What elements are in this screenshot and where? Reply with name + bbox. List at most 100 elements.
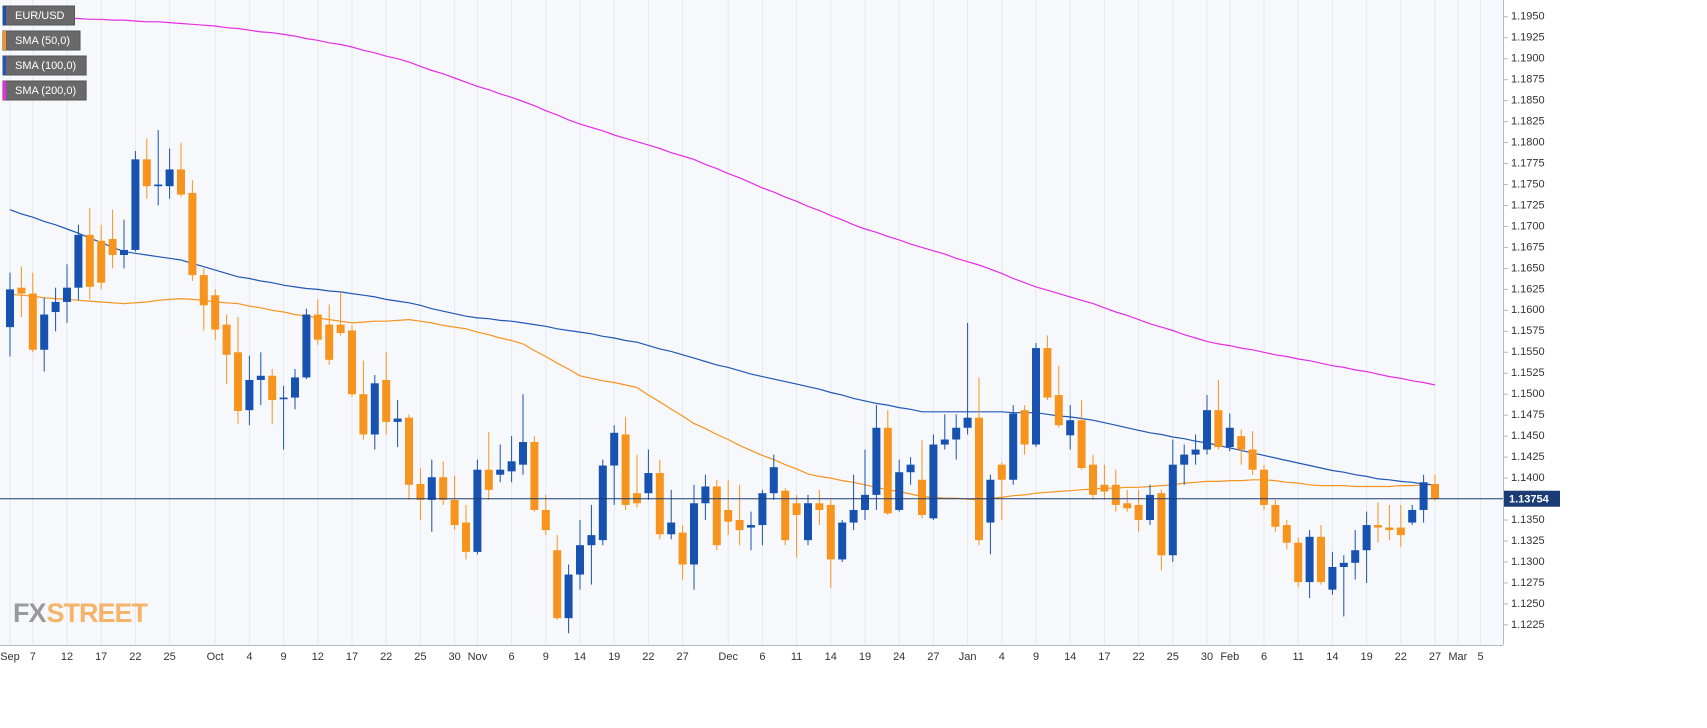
candle-body [655,473,664,535]
candle-body [1362,525,1371,551]
sma-line [9,209,1436,486]
x-tick-label: 25 [414,651,426,663]
x-tick-label: 19 [608,651,620,663]
x-tick-label: 22 [1132,651,1144,663]
x-tick-label: 17 [346,651,358,663]
y-tick-label: 1.1825 [1511,116,1545,128]
candle-body [1180,454,1189,465]
candle-body [199,275,208,306]
x-tick-label: 27 [1429,651,1441,663]
candle-body [1054,395,1063,426]
y-tick-label: 1.1875 [1511,74,1545,86]
candle-body [1191,449,1200,455]
x-tick-label: 4 [999,651,1005,663]
candle-body [883,427,892,514]
x-tick-label: 30 [448,651,460,663]
candle-body [427,477,436,500]
candle-body [382,379,391,422]
legend-label: SMA (200,0) [15,85,76,97]
candle-body [51,301,60,313]
candle-body [1305,536,1314,583]
candle-body [1123,503,1132,509]
legend-entry: EUR/USD [2,5,76,26]
x-tick-label: 6 [509,651,515,663]
candle-body [1260,469,1268,505]
x-tick-label: 25 [1167,651,1179,663]
y-tick-label: 1.1725 [1511,199,1545,211]
candle-body [142,159,151,187]
candle-body [1225,427,1234,448]
x-tick-label: 14 [1326,651,1338,663]
y-tick-label: 1.1750 [1511,178,1545,190]
watermark: STREET [47,598,149,628]
candle-body [291,377,299,398]
x-tick-label: 30 [1201,651,1213,663]
candle-body [439,477,448,500]
candle-body [804,503,812,541]
candle-body [826,504,835,560]
x-tick-label: 9 [1033,651,1039,663]
legend-entry: SMA (200,0) [2,80,87,101]
candle-body [1111,484,1120,505]
candle-body [154,184,163,187]
candle-body [633,493,641,504]
candle-body [1214,410,1223,448]
candle-body [1089,464,1097,495]
y-tick-label: 1.1650 [1511,262,1545,274]
x-tick-label: Sep [0,651,20,663]
x-tick-label: 7 [30,651,36,663]
x-tick-label: 27 [676,651,688,663]
y-tick-label: 1.1550 [1511,346,1545,358]
candle-body [644,473,653,494]
candle-body [1408,509,1417,523]
x-tick-label: 5 [1478,651,1484,663]
candle-body [462,522,470,552]
candle-body [1294,542,1303,583]
candle-body [188,192,197,276]
y-tick-label: 1.1425 [1511,451,1545,463]
candle-body [28,293,37,350]
candle-body [541,509,550,531]
x-tick-label: 27 [927,651,939,663]
candle-body [1419,482,1428,510]
candle-body [416,483,425,500]
y-tick-label: 1.1250 [1511,598,1545,610]
candle-body [1066,420,1075,436]
candle-body [610,432,619,466]
y-tick-label: 1.1500 [1511,388,1545,400]
x-tick-label: 14 [1064,651,1076,663]
y-tick-label: 1.1400 [1511,472,1545,484]
candle-body [496,469,505,475]
x-tick-label: 22 [642,651,654,663]
candle-body [336,324,345,333]
candle-body [234,352,242,411]
candle-body [553,550,562,619]
candle-body [735,520,744,531]
legend-swatch [3,31,6,50]
y-tick-label: 1.1800 [1511,136,1545,148]
candle-body [918,479,926,515]
y-tick-label: 1.1775 [1511,157,1545,169]
candle-body [393,418,402,422]
candle-body [758,493,767,526]
x-tick-label: 22 [129,651,141,663]
candle-body [177,169,185,195]
x-tick-label: Feb [1220,651,1239,663]
x-tick-label: 17 [95,651,107,663]
candle-body [131,159,140,250]
candle-body [849,509,858,523]
candle-body [1237,436,1246,450]
candle-body [781,490,790,541]
candle-body [1374,525,1382,528]
candle-body [17,287,26,294]
candle-body [1146,494,1154,521]
candle-body [348,330,356,395]
y-tick-label: 1.1600 [1511,304,1545,316]
y-tick-label: 1.1300 [1511,556,1545,568]
candle-body [564,574,573,619]
legend-swatch [3,6,6,25]
x-tick-label: Nov [468,651,488,663]
candle-body [165,169,174,187]
y-tick-label: 1.1850 [1511,95,1545,107]
